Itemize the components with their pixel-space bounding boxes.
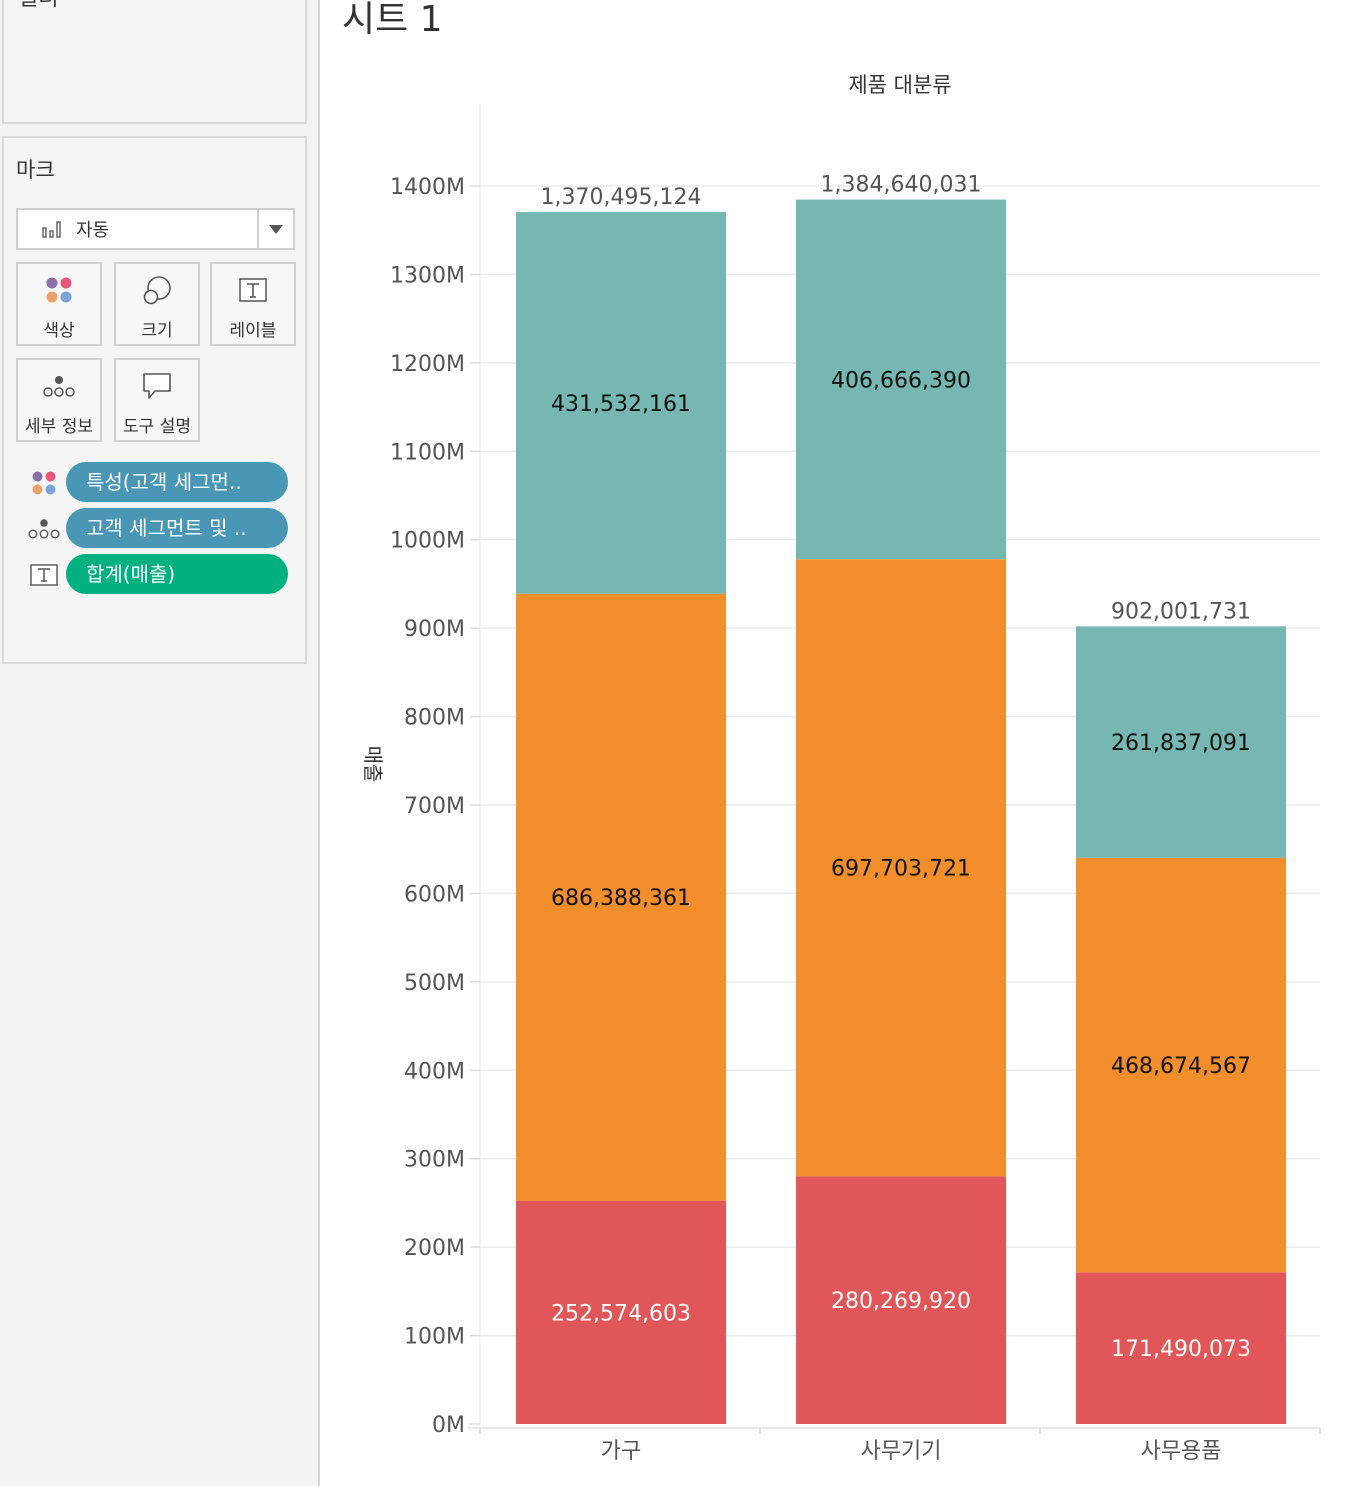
mark-type-dropdown[interactable]: 자동 (16, 208, 295, 250)
detail-pill-row: 고객 세그먼트 및 .. (28, 508, 290, 548)
detail-field-pill[interactable]: 고객 세그먼트 및 .. (66, 508, 288, 548)
marks-card: 마크 자동 색상 (2, 136, 307, 664)
segment-value-label: 261,837,091 (1111, 731, 1251, 756)
bar-segment (796, 199, 1006, 560)
label-button-label: 레이블 (229, 321, 277, 341)
left-panel: 필터 마크 자동 색상 (0, 0, 320, 1486)
bar-segment (1076, 857, 1286, 1273)
detail-dots-icon (28, 519, 60, 539)
sheet-title: 시트 1 (342, 0, 443, 40)
tooltip-button[interactable]: 도구 설명 (114, 358, 200, 442)
color-pill-row: 특성(고객 세그먼.. (28, 462, 290, 502)
bar-segment (1076, 626, 1286, 858)
segment-value-label: 697,703,721 (831, 857, 971, 882)
y-tick-label: 500M (404, 971, 465, 996)
tooltip-button-label: 도구 설명 (123, 417, 191, 437)
marks-title: 마크 (16, 158, 55, 182)
y-tick-label: 1100M (390, 440, 465, 465)
y-tick-label: 400M (404, 1059, 465, 1084)
segment-value-label: 468,674,567 (1111, 1054, 1251, 1079)
y-tick-label: 900M (404, 617, 465, 642)
y-tick-label: 600M (404, 882, 465, 907)
column-header-title: 제품 대분류 (848, 73, 951, 97)
filters-title: 필터 (18, 0, 58, 12)
y-tick-label: 1400M (390, 175, 465, 200)
speech-bubble-icon (143, 373, 171, 399)
y-tick-label: 200M (404, 1236, 465, 1261)
y-tick-label: 800M (404, 706, 465, 731)
text-label-icon (30, 564, 58, 586)
color-field-pill[interactable]: 특성(고객 세그먼.. (66, 462, 288, 502)
text-label-icon (239, 278, 267, 302)
y-tick-label: 1200M (390, 352, 465, 377)
bar-segment (516, 212, 726, 594)
y-tick-label: 1300M (390, 263, 465, 288)
segment-value-label: 686,388,361 (551, 886, 691, 911)
detail-button-label: 세부 정보 (25, 417, 93, 437)
y-tick-label: 100M (404, 1325, 465, 1350)
bar-segment (516, 593, 726, 1201)
segment-value-label: 431,532,161 (551, 392, 691, 417)
segment-value-label: 406,666,390 (831, 368, 971, 393)
size-button-label: 크기 (141, 321, 173, 341)
bar-segment (1076, 1272, 1286, 1424)
color-button-label: 색상 (43, 321, 75, 341)
mark-type-dropdown-button[interactable] (257, 210, 293, 248)
bar-total-label: 1,370,495,124 (541, 185, 702, 210)
color-dots-icon (32, 471, 56, 495)
label-pill-row: 합계(매출) (28, 554, 290, 594)
bar-total-label: 1,384,640,031 (821, 173, 982, 198)
color-dots-icon (46, 277, 72, 303)
bar-chart-icon (42, 221, 61, 238)
detail-dots-icon (43, 376, 75, 397)
size-circles-icon (143, 276, 171, 305)
segment-value-label: 252,574,603 (551, 1301, 691, 1326)
segment-value-label: 171,490,073 (1111, 1337, 1251, 1362)
bar-total-label: 902,001,731 (1111, 599, 1251, 624)
y-axis-title: 매출 (361, 746, 385, 783)
x-category-label: 사무기기 (861, 1439, 942, 1464)
y-tick-label: 300M (404, 1148, 465, 1173)
detail-button[interactable]: 세부 정보 (16, 358, 102, 442)
filters-card[interactable]: 필터 (2, 0, 307, 124)
x-category-label: 가구 (601, 1439, 641, 1464)
color-button[interactable]: 색상 (16, 262, 102, 346)
y-tick-label: 700M (404, 794, 465, 819)
bar-segment (516, 1200, 726, 1424)
y-tick-label: 0M (432, 1413, 465, 1438)
segment-value-label: 280,269,920 (831, 1289, 971, 1314)
stacked-bar-chart: 0M 100M 200M 300M 400M 500M 600M 700M 800M 900M 10… (361, 73, 1321, 1464)
bar-segment (796, 1176, 1006, 1424)
label-button[interactable]: 레이블 (210, 262, 296, 346)
mark-type-label: 자동 (76, 220, 110, 241)
chevron-down-icon (269, 224, 283, 234)
x-category-label: 사무용품 (1141, 1439, 1222, 1464)
label-field-pill[interactable]: 합계(매출) (66, 554, 288, 594)
size-button[interactable]: 크기 (114, 262, 200, 346)
bar-segment (796, 559, 1006, 1177)
y-tick-label: 1000M (390, 529, 465, 554)
